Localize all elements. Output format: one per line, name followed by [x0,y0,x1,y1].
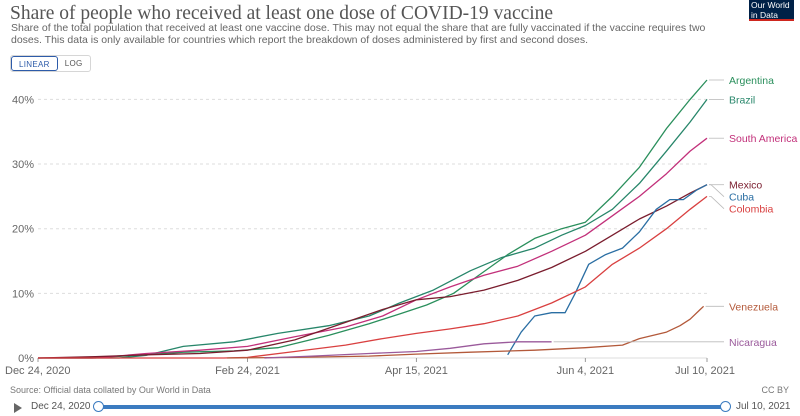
series-label-mexico: Mexico [729,180,762,192]
x-tick-label: Apr 15, 2021 [385,365,448,377]
series-label-venezuela: Venezuela [729,301,778,313]
owid-logo[interactable]: Our World in Data [749,0,794,21]
scale-toggle: LINEAR LOG [10,55,91,72]
series-label-colombia: Colombia [729,204,774,216]
timeline-end-label: Jul 10, 2021 [736,401,791,412]
series-line-south-america [38,137,708,359]
x-tick-label: Dec 24, 2020 [5,365,70,377]
series-line-cuba [507,184,708,356]
series-label-nicaragua: Nicaragua [729,337,777,349]
timeline-track[interactable] [97,405,725,409]
y-tick-label: 30% [12,159,34,171]
chart-title: Share of people who received at least on… [10,3,554,24]
y-tick-label: 0% [18,353,34,365]
label-leader-line [709,184,725,197]
timeline-end-handle[interactable] [720,401,731,412]
series-line-venezuela [227,305,705,359]
timeline-start-label: Dec 24, 2020 [31,401,91,412]
y-tick-label: 20% [12,224,34,236]
series-line-colombia [38,195,708,359]
timeline: Dec 24, 2020 Jul 10, 2021 [0,398,800,416]
series-line-mexico [37,184,708,359]
linear-scale-button[interactable]: LINEAR [11,56,58,71]
license-link[interactable]: CC BY [761,385,789,395]
line-chart: 0% 10% 20% 30% 40% Dec 24, 2020 Feb 24, 2021 Ap… [5,75,797,377]
chart-subtitle: Share of the total population that recei… [11,22,706,46]
series-label-south-america: South America [729,133,797,145]
y-tick-label: 10% [12,288,34,300]
play-icon[interactable] [14,403,22,413]
x-tick-label: Feb 24, 2021 [215,365,280,377]
series-line-nicaragua [264,341,552,359]
source-note: Source: Official data collated by Our Wo… [10,385,211,395]
log-scale-button[interactable]: LOG [64,59,83,68]
series-label-cuba: Cuba [729,192,754,204]
series-label-brazil: Brazil [729,94,755,106]
series-line-argentina [38,79,708,359]
series-label-argentina: Argentina [729,75,774,87]
x-tick-label: Jul 10, 2021 [675,365,735,377]
timeline-start-handle[interactable] [93,401,104,412]
series-line-brazil [38,99,708,359]
label-leader-line [709,195,725,209]
x-tick-label: Jun 4, 2021 [557,365,615,377]
y-tick-label: 40% [12,94,34,106]
